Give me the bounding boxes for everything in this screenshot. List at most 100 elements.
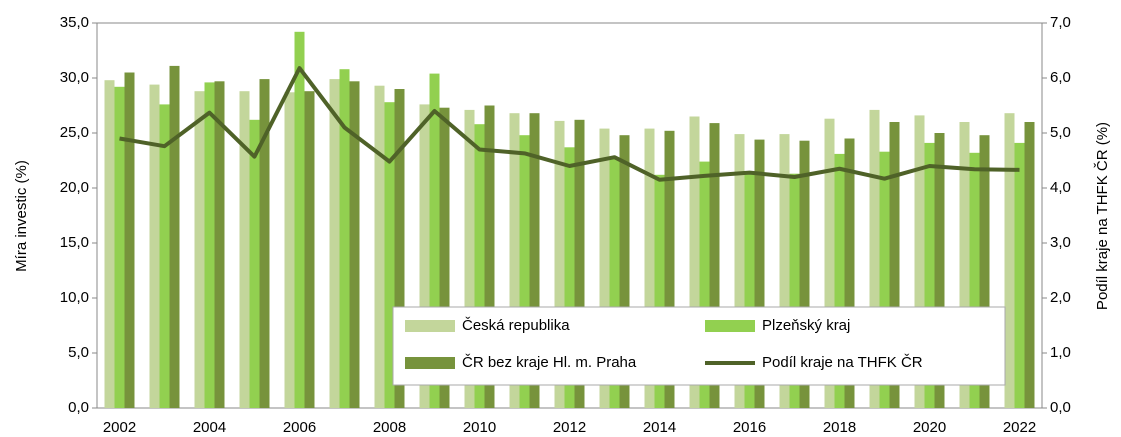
bar <box>394 89 405 408</box>
bar <box>599 128 610 408</box>
bar <box>754 139 765 408</box>
bar <box>879 151 890 408</box>
x-tick-label: 2008 <box>373 419 406 436</box>
legend-box <box>392 306 1006 386</box>
bar <box>509 113 520 408</box>
bar <box>934 133 945 408</box>
y-tick-label: 35,0 <box>60 14 89 31</box>
y2-tick-label: 0,0 <box>1050 399 1071 416</box>
bar <box>484 105 495 408</box>
bar <box>609 158 620 408</box>
bar <box>664 130 675 409</box>
bar <box>799 140 810 408</box>
y2-axis-title: Podíl kraje na THFK ČR (%) <box>1094 122 1111 310</box>
bar <box>284 92 295 409</box>
bar <box>124 72 135 408</box>
x-tick-label: 2002 <box>103 419 136 436</box>
bar <box>824 118 835 408</box>
bar <box>709 123 720 408</box>
bar <box>149 84 160 408</box>
legend-label: Podíl kraje na THFK ČR <box>762 354 923 371</box>
bar <box>339 69 350 408</box>
bar <box>259 79 270 408</box>
bar <box>734 134 745 408</box>
bar <box>239 91 250 408</box>
y2-tick-label: 7,0 <box>1050 14 1071 31</box>
bar <box>574 119 585 409</box>
bar <box>204 82 215 409</box>
bar <box>959 122 970 408</box>
bar <box>554 120 565 409</box>
bar <box>889 122 900 408</box>
bar <box>654 174 665 408</box>
y-tick-label: 10,0 <box>60 289 89 306</box>
bar <box>194 91 205 408</box>
x-tick-label: 2004 <box>193 419 226 436</box>
y-axis-title: Míra investic (%) <box>13 160 30 272</box>
bar <box>349 81 360 409</box>
bar <box>699 161 710 408</box>
legend-label: ČR bez kraje Hl. m. Praha <box>462 354 637 371</box>
x-tick-label: 2010 <box>463 419 496 436</box>
bar <box>619 135 630 408</box>
y2-tick-label: 2,0 <box>1050 289 1071 306</box>
legend-swatch <box>405 357 455 369</box>
y-tick-label: 5,0 <box>68 344 89 361</box>
bar <box>844 138 855 408</box>
bar <box>429 73 440 408</box>
bar <box>789 173 800 408</box>
bar <box>1014 142 1025 408</box>
bar <box>104 80 115 408</box>
bar <box>519 135 530 408</box>
bar <box>914 115 925 409</box>
bar <box>419 104 430 409</box>
bar <box>249 119 260 409</box>
bar <box>924 142 935 408</box>
bar <box>1004 113 1015 408</box>
bar <box>329 79 340 408</box>
bar <box>214 81 225 409</box>
bar <box>564 147 575 409</box>
legend-swatch <box>705 320 755 332</box>
bar <box>779 134 790 408</box>
legend-swatch <box>405 320 455 332</box>
y2-tick-label: 4,0 <box>1050 179 1071 196</box>
x-tick-label: 2022 <box>1003 419 1036 436</box>
bar <box>169 65 180 409</box>
bar <box>374 85 385 408</box>
y2-tick-label: 5,0 <box>1050 124 1071 141</box>
bar <box>474 124 485 408</box>
bar <box>869 109 880 409</box>
y-tick-label: 0,0 <box>68 399 89 416</box>
x-tick-label: 2018 <box>823 419 856 436</box>
bar <box>529 113 540 408</box>
x-tick-label: 2020 <box>913 419 946 436</box>
x-tick-label: 2006 <box>283 419 316 436</box>
bar <box>834 153 845 408</box>
legend-label: Plzeňský kraj <box>762 317 850 334</box>
bar <box>384 102 395 408</box>
y2-tick-label: 6,0 <box>1050 69 1071 86</box>
x-tick-label: 2016 <box>733 419 766 436</box>
bar <box>304 91 315 408</box>
bar <box>439 107 450 408</box>
bar <box>969 152 980 408</box>
bar <box>644 128 655 408</box>
x-tick-label: 2014 <box>643 419 676 436</box>
bar <box>744 171 755 408</box>
line <box>119 66 1020 182</box>
bar <box>689 116 700 408</box>
y2-tick-label: 1,0 <box>1050 344 1071 361</box>
bar <box>159 104 170 409</box>
legend-label: Česká republika <box>462 317 570 334</box>
x-tick-label: 2012 <box>553 419 586 436</box>
bar <box>464 109 475 409</box>
y-tick-label: 30,0 <box>60 69 89 86</box>
y-tick-label: 20,0 <box>60 179 89 196</box>
bar <box>979 135 990 408</box>
y2-tick-label: 3,0 <box>1050 234 1071 251</box>
bar <box>114 86 125 409</box>
y-tick-label: 25,0 <box>60 124 89 141</box>
bar <box>1024 122 1035 408</box>
y-tick-label: 15,0 <box>60 234 89 251</box>
